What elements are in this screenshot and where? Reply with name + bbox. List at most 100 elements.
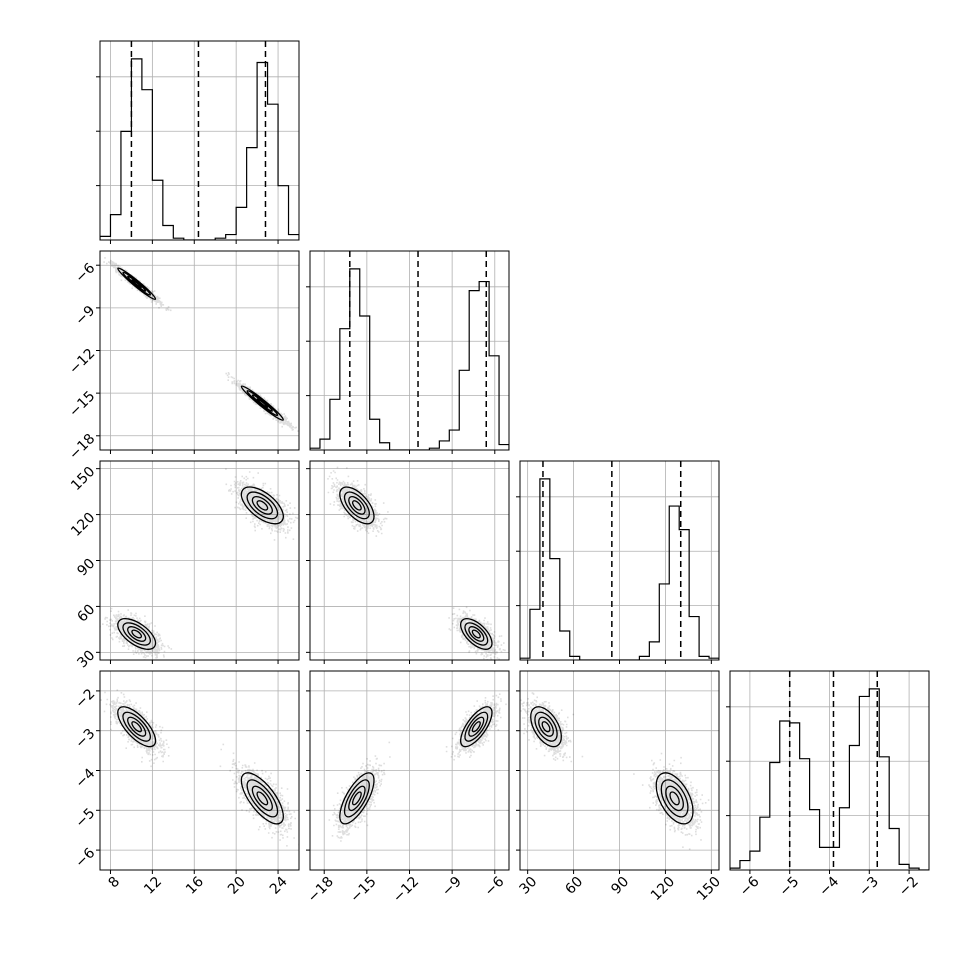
- y-tick-label: 120: [68, 510, 98, 540]
- density-contour: [117, 706, 157, 748]
- y-tick-label: 150: [68, 464, 98, 494]
- density-panel-3-2: 30 60 90 120 150: [516, 670, 724, 904]
- density-panel-1-0: −18 −15 −12 −9 −6: [66, 250, 300, 463]
- density-contour: [343, 491, 370, 520]
- density-contour: [655, 772, 694, 825]
- y-tick-label: 30: [74, 647, 98, 671]
- density-contour: [343, 779, 370, 818]
- x-tick-label: 60: [562, 874, 586, 898]
- density-contour: [127, 275, 147, 292]
- y-tick-label: −6: [72, 845, 98, 871]
- y-tick-label: −6: [72, 260, 98, 286]
- density-contour: [127, 626, 147, 642]
- histogram-line: [730, 688, 929, 870]
- hist-panel-0: [96, 40, 300, 244]
- x-tick-label: −15: [347, 874, 379, 906]
- density-contour: [117, 267, 157, 300]
- scatter-samples: [327, 466, 506, 660]
- density-contour: [464, 622, 489, 646]
- histogram-line: [520, 478, 719, 660]
- density-contour: [251, 394, 273, 412]
- density-contour: [460, 618, 493, 650]
- density-contour: [351, 500, 362, 511]
- x-tick-label: −5: [777, 874, 803, 900]
- density-contour: [534, 711, 558, 742]
- density-contour: [339, 772, 375, 825]
- panel-content: [100, 461, 299, 660]
- x-tick-label: 20: [225, 874, 249, 898]
- density-contour: [246, 390, 279, 417]
- x-tick-label: −3: [856, 874, 882, 900]
- scatter-samples: [520, 692, 710, 850]
- density-contour: [131, 279, 143, 289]
- panel-content: [100, 251, 299, 450]
- density-contour: [348, 496, 366, 515]
- scatter-samples: [103, 257, 299, 432]
- density-contour: [122, 711, 151, 742]
- density-contour: [122, 622, 151, 646]
- x-tick-label: 120: [648, 874, 678, 904]
- x-tick-label: 24: [267, 874, 291, 898]
- hist-panel-3: −6 −5 −4 −3 −2: [726, 670, 930, 900]
- density-contour: [468, 716, 485, 737]
- density-contour: [660, 779, 689, 818]
- density-contour: [468, 626, 485, 642]
- density-contour: [256, 500, 269, 511]
- y-tick-label: −18: [66, 431, 98, 463]
- density-contour: [471, 629, 481, 639]
- density-contour: [339, 486, 375, 525]
- panel-content: [520, 461, 719, 660]
- x-tick-label: −6: [482, 874, 508, 900]
- x-tick-label: −2: [896, 874, 922, 900]
- y-tick-label: −9: [72, 303, 98, 329]
- density-contour: [348, 785, 366, 812]
- density-contour: [541, 721, 551, 733]
- hist-panel-2: [516, 460, 720, 664]
- density-panel-3-0: 8 12 16 20 24 −6 −5 −4 −3 −2: [72, 670, 300, 898]
- density-contour: [256, 791, 269, 806]
- density-contour: [669, 791, 680, 806]
- density-contour: [240, 486, 284, 525]
- panel-content: [730, 671, 929, 870]
- x-tick-label: −18: [305, 874, 337, 906]
- density-contour: [131, 721, 143, 733]
- panel-content: [520, 671, 719, 870]
- density-contour: [665, 785, 684, 812]
- panel-content: [100, 41, 299, 240]
- density-contour: [246, 779, 279, 818]
- scatter-samples: [328, 693, 507, 842]
- density-contour: [240, 772, 284, 825]
- y-tick-label: 90: [74, 556, 98, 580]
- hist-panel-1: [306, 250, 510, 454]
- density-contour: [131, 629, 143, 639]
- density-panel-2-0: 30 60 90 120 150: [68, 460, 300, 671]
- histogram-line: [100, 58, 299, 240]
- histogram-line: [310, 268, 509, 450]
- x-tick-label: 150: [694, 874, 724, 904]
- density-contour: [471, 721, 481, 733]
- y-tick-label: 60: [74, 601, 98, 625]
- density-contour: [460, 706, 493, 748]
- y-tick-label: −3: [72, 726, 98, 752]
- density-contour: [256, 398, 269, 409]
- x-tick-label: −6: [737, 874, 763, 900]
- density-contour: [251, 496, 273, 515]
- density-panel-2-1: [306, 460, 510, 664]
- panel-content: [310, 251, 509, 450]
- density-contour: [240, 385, 284, 421]
- x-tick-label: 16: [183, 874, 207, 898]
- density-contour: [464, 711, 489, 742]
- y-tick-label: −2: [72, 686, 98, 712]
- density-contour: [122, 271, 151, 296]
- x-tick-label: −12: [390, 874, 422, 906]
- y-tick-label: −4: [72, 765, 98, 791]
- y-tick-label: −12: [66, 346, 98, 378]
- density-contour: [127, 716, 147, 737]
- x-tick-label: 12: [141, 874, 165, 898]
- y-tick-label: −5: [72, 805, 98, 831]
- panel-frame: [99, 40, 300, 241]
- density-contour: [538, 716, 554, 737]
- x-tick-label: 8: [106, 874, 124, 892]
- panel-content: [310, 671, 509, 870]
